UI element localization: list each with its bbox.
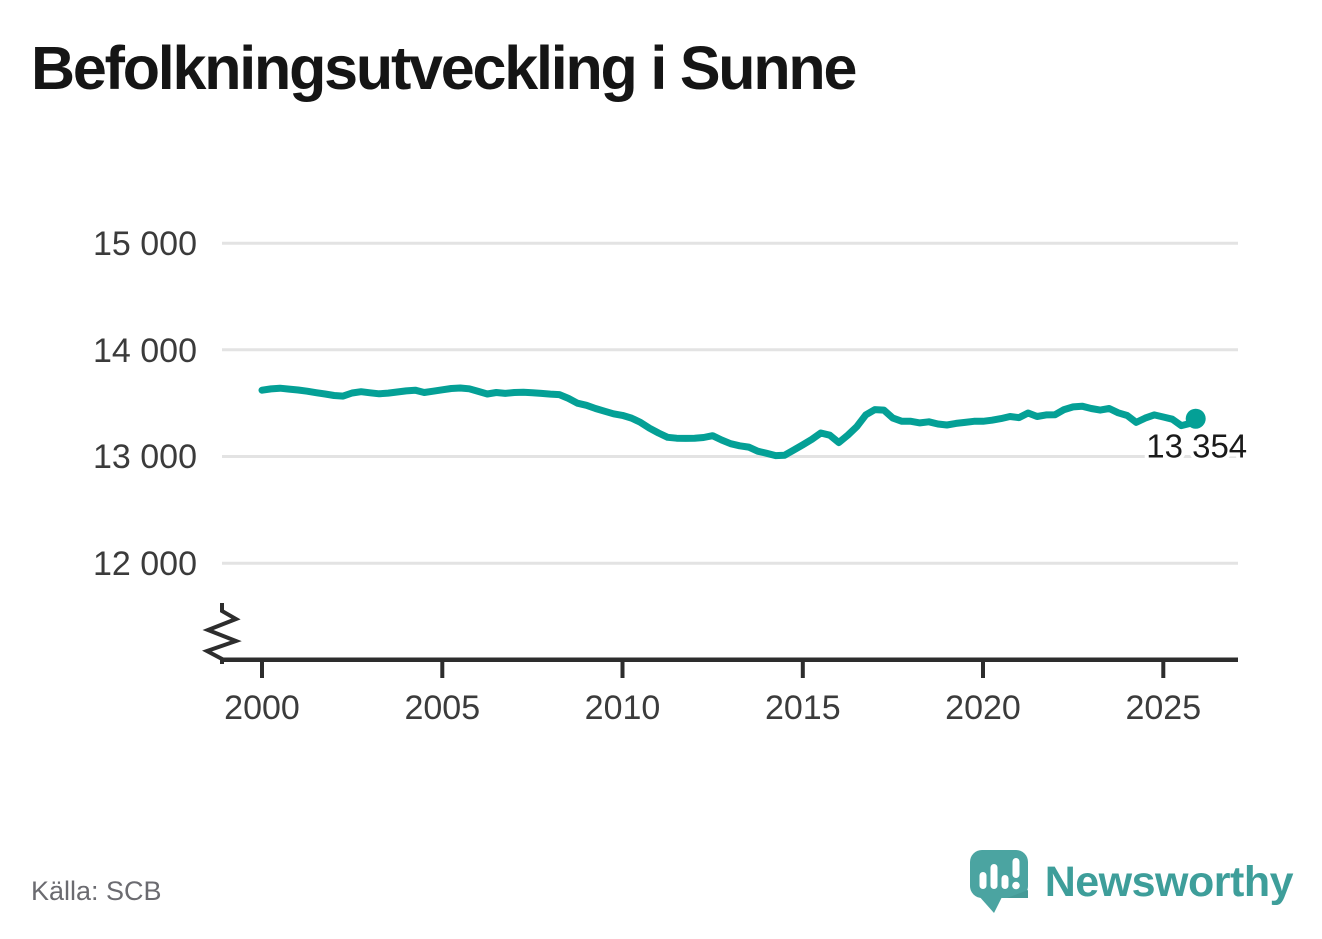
y-tick-label: 14 000 [93, 332, 197, 370]
bar-chart-speech-bubble-icon [969, 850, 1028, 913]
y-axis-labels: 15 000 14 000 13 000 12 000 [93, 225, 197, 583]
x-tick-label: 2010 [585, 689, 661, 727]
page-title: Befolkningsutveckling i Sunne [31, 34, 857, 102]
x-tick-label: 2005 [404, 689, 480, 727]
source-note: Källa: SCB [31, 876, 162, 906]
y-tick-label: 13 000 [93, 438, 197, 476]
line-chart: 15 000 14 000 13 000 12 000 2000 2005 20… [93, 225, 1248, 727]
x-axis-line [222, 657, 1238, 662]
y-tick-label: 12 000 [93, 545, 197, 583]
x-axis [202, 603, 1238, 678]
latest-value-dot [1185, 408, 1206, 429]
newsworthy-logo: Newsworthy [969, 849, 1294, 915]
gridlines [222, 241, 1238, 565]
newsworthy-logo-text: Newsworthy [1044, 858, 1294, 906]
x-tick-label: 2015 [765, 689, 841, 727]
x-axis-labels: 2000 2005 2010 2015 2020 2025 [224, 689, 1201, 727]
population-line [258, 384, 1200, 460]
x-tick-label: 2020 [945, 689, 1021, 727]
y-tick-label: 15 000 [93, 225, 197, 263]
axis-break-icon [202, 603, 242, 664]
x-tick-label: 2000 [224, 689, 300, 727]
x-tick-label: 2025 [1125, 689, 1201, 727]
latest-value-label: 13 354 [1146, 428, 1247, 465]
